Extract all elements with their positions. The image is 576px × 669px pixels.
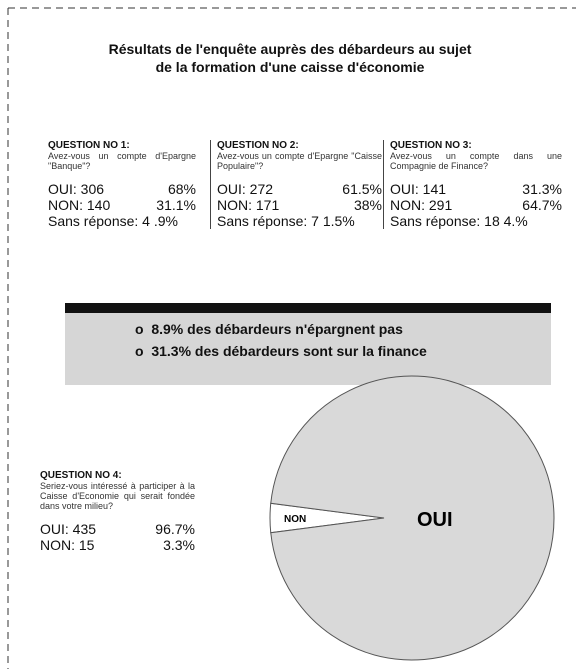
answer-left: OUI: 306 [48,181,105,197]
question-heading: QUESTION NO 4: [40,470,122,481]
answer-row: OUI: 435 96.7% [40,521,195,537]
answer-row: NON: 171 38% [217,197,382,213]
highlight: o 8.9% des débardeurs n'épargnent pas [135,321,403,337]
answer-right: 96.7% [155,521,195,537]
answer-row: NON: 15 3.3% [40,537,195,553]
answer-left: Sans réponse: 4 .9% [48,213,178,229]
question-text: Avez-vous un compte d'Epargne "Banque"? [48,151,196,171]
answer-left: NON: 291 [390,197,453,213]
highlight-text: 31.3% des débardeurs sont sur la finance [151,343,427,359]
answer-row: NON: 140 31.1% [48,197,196,213]
answer-right: 3.3% [163,537,195,553]
answer-right: 68% [167,181,196,197]
title: Résultats de l'enquête auprès des débard… [40,40,540,76]
answer-left: Sans réponse: 7 1.5% [217,213,355,229]
answer-right: 64.7% [522,197,562,213]
question-text: Seriez-vous intéressé à participer à la … [40,481,195,511]
answer-left: Sans réponse: 18 4.% [390,213,528,229]
answer-right: 61.5% [342,181,382,197]
answer-left: NON: 15 [40,537,95,553]
answer-row: Sans réponse: 18 4.% [390,213,562,229]
answer-right: 31.3% [522,181,562,197]
highlight: o 31.3% des débardeurs sont sur la finan… [135,343,427,359]
answer-row: NON: 291 64.7% [390,197,562,213]
answer-left: OUI: 435 [40,521,97,537]
answer-left: NON: 140 [48,197,111,213]
answer-left: OUI: 272 [217,181,274,197]
pie-label: OUI [417,509,453,531]
question-heading: QUESTION NO 1: [48,140,130,151]
highlight-band: o 8.9% des débardeurs n'épargnent pas o … [65,303,551,385]
question-text: Avez-vous un compte d'Epargne "Caisse Po… [217,151,382,171]
answer-row: OUI: 141 31.3% [390,181,562,197]
pie-slice [270,375,555,661]
question: QUESTION NO 3: Avez-vous un compte dans u… [383,140,562,229]
answer-row: OUI: 306 68% [48,181,196,197]
answer-left: NON: 171 [217,197,280,213]
question: QUESTION NO 1: Avez-vous un compte d'Epar… [48,140,196,229]
question-text: Avez-vous un compte dans une Compagnie d… [390,151,562,171]
question-heading: QUESTION NO 3: [390,140,472,151]
question-heading: QUESTION NO 2: [217,140,299,151]
question: QUESTION NO 2: Avez-vous un compte d'Epar… [210,140,382,229]
answer-row: OUI: 272 61.5% [217,181,382,197]
answer-left: OUI: 141 [390,181,447,197]
highlight-text: 8.9% des débardeurs n'épargnent pas [151,321,403,337]
answer-row: Sans réponse: 7 1.5% [217,213,382,229]
pie-label: NON [284,514,306,525]
answer-row: Sans réponse: 4 .9% [48,213,196,229]
answer-right: 31.1% [156,197,196,213]
title-line: de la formation d'une caisse d'économie [155,59,425,75]
title-line: Résultats de l'enquête auprès des débard… [108,41,472,57]
answer-right: 38% [353,197,382,213]
